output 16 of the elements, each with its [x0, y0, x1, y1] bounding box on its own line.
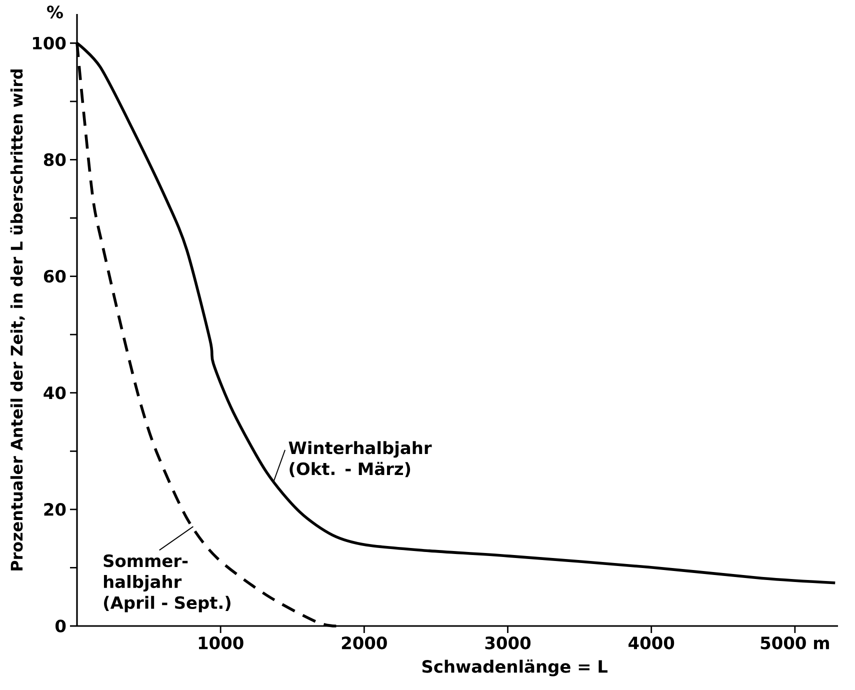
x-tick-label: 5000 m: [760, 636, 829, 650]
y-tick-label: 0: [56, 620, 66, 632]
x-tick-label: 3000: [485, 636, 531, 650]
legend-label: Winterhalbjahr (Okt. - März): [288, 441, 432, 478]
y-tick-label: 20: [44, 503, 66, 516]
x-axis-title: Schwadenlänge = L: [422, 660, 608, 676]
text: %: [47, 6, 63, 18]
y-tick-label: 80: [44, 153, 66, 166]
y-tick-label: 60: [44, 270, 66, 283]
y-tick-label: 100: [33, 36, 66, 50]
y-axis-title: Prozentualer Anteil der Zeit, in der L überschritten wird: [10, 69, 25, 570]
series-label: Sommer-halbjahr (April - Sept.): [104, 554, 230, 612]
x-tick-label: 4000: [628, 636, 674, 650]
x-tick-label: 2000: [342, 636, 387, 650]
y-tick-label: 40: [44, 386, 66, 400]
x-tick-label: 1000: [198, 636, 244, 650]
